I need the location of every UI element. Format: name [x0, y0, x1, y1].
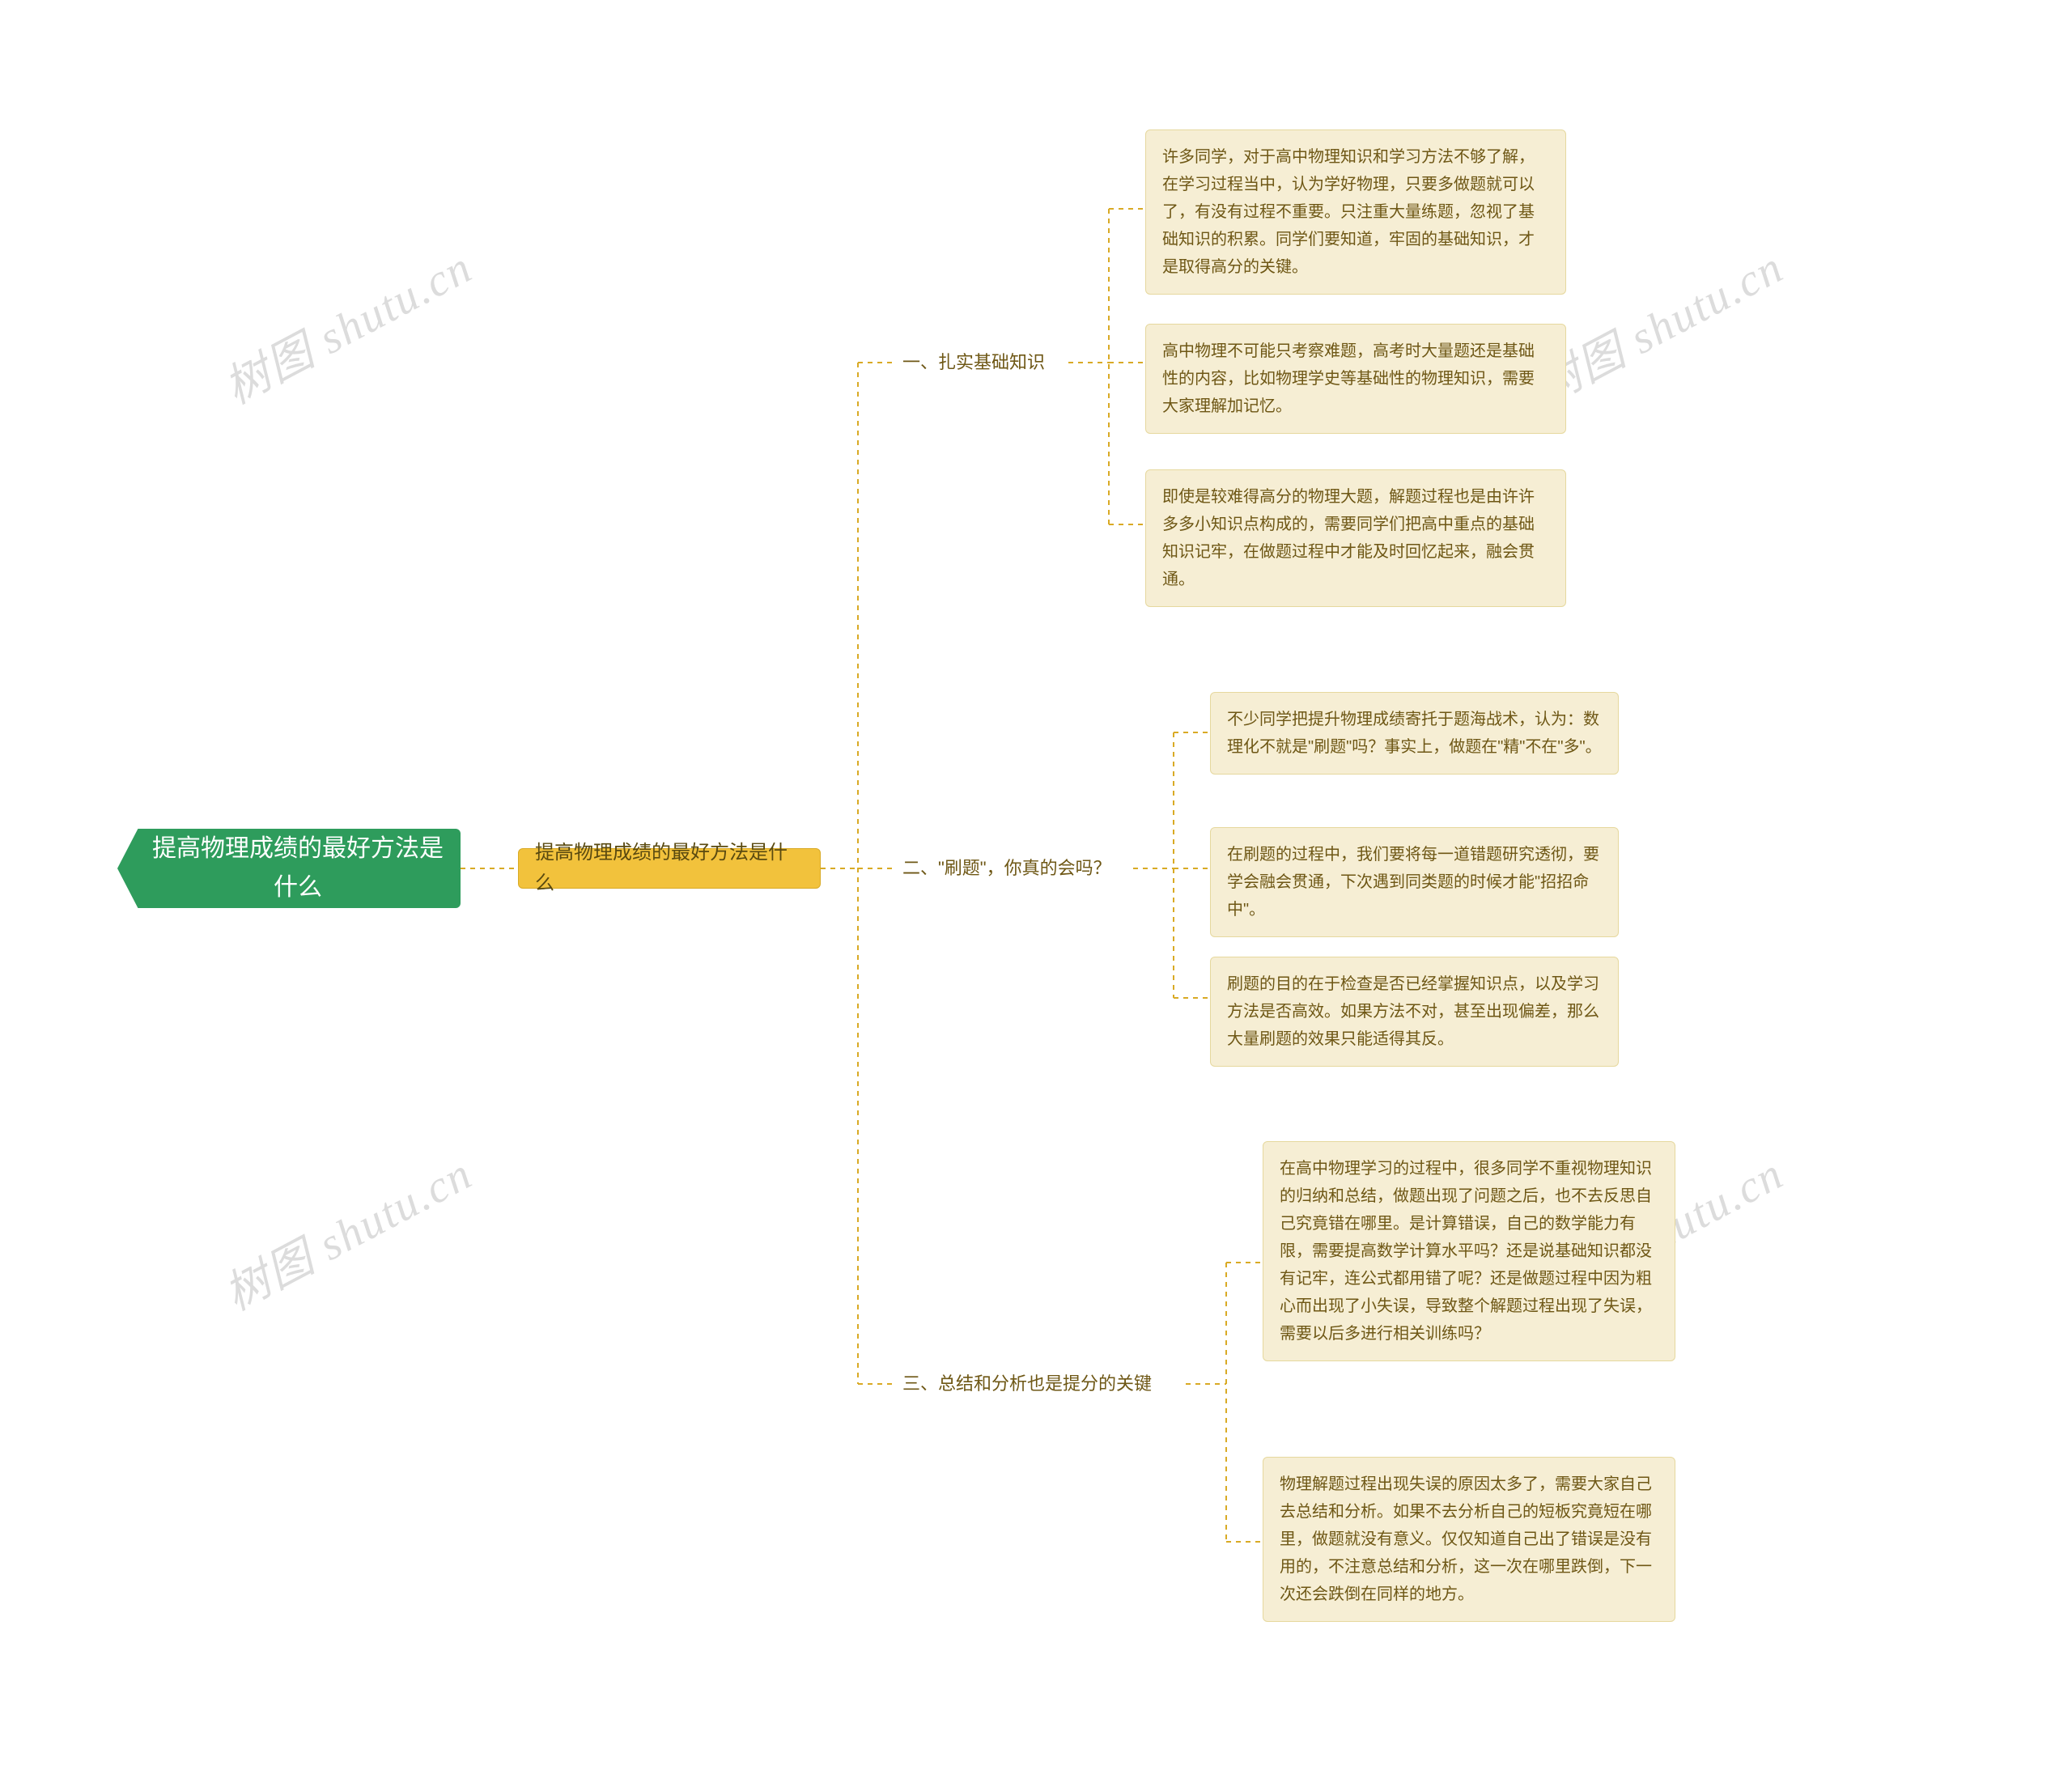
leaf-3-1: 在高中物理学习的过程中，很多同学不重视物理知识的归纳和总结，做题出现了问题之后，… — [1263, 1141, 1675, 1361]
leaf-2-3: 刷题的目的在于检查是否已经掌握知识点，以及学习方法是否高效。如果方法不对，甚至出… — [1210, 957, 1619, 1067]
watermark: 树图 shutu.cn — [211, 231, 482, 417]
root-node[interactable]: 提高物理成绩的最好方法是什么 — [117, 829, 461, 908]
watermark: 树图 shutu.cn — [211, 1138, 482, 1323]
leaf-1-1: 许多同学，对于高中物理知识和学习方法不够了解，在学习过程当中，认为学好物理，只要… — [1145, 129, 1566, 295]
leaf-1-2: 高中物理不可能只考察难题，高考时大量题还是基础性的内容，比如物理学史等基础性的物… — [1145, 324, 1566, 434]
leaf-2-1: 不少同学把提升物理成绩寄托于题海战术，认为：数理化不就是"刷题"吗？事实上，做题… — [1210, 692, 1619, 775]
leaf-3-2: 物理解题过程出现失误的原因太多了，需要大家自己去总结和分析。如果不去分析自己的短… — [1263, 1457, 1675, 1622]
leaf-1-3: 即使是较难得高分的物理大题，解题过程也是由许许多多小知识点构成的，需要同学们把高… — [1145, 469, 1566, 607]
leaf-2-2: 在刷题的过程中，我们要将每一道错题研究透彻，要学会融会贯通，下次遇到同类题的时候… — [1210, 827, 1619, 937]
branch-1[interactable]: 一、扎实基础知识 — [894, 348, 1081, 377]
sub-node[interactable]: 提高物理成绩的最好方法是什么 — [518, 848, 821, 889]
branch-2[interactable]: 二、"刷题"，你真的会吗？ — [894, 854, 1145, 883]
branch-3[interactable]: 三、总结和分析也是提分的关键 — [894, 1369, 1198, 1399]
